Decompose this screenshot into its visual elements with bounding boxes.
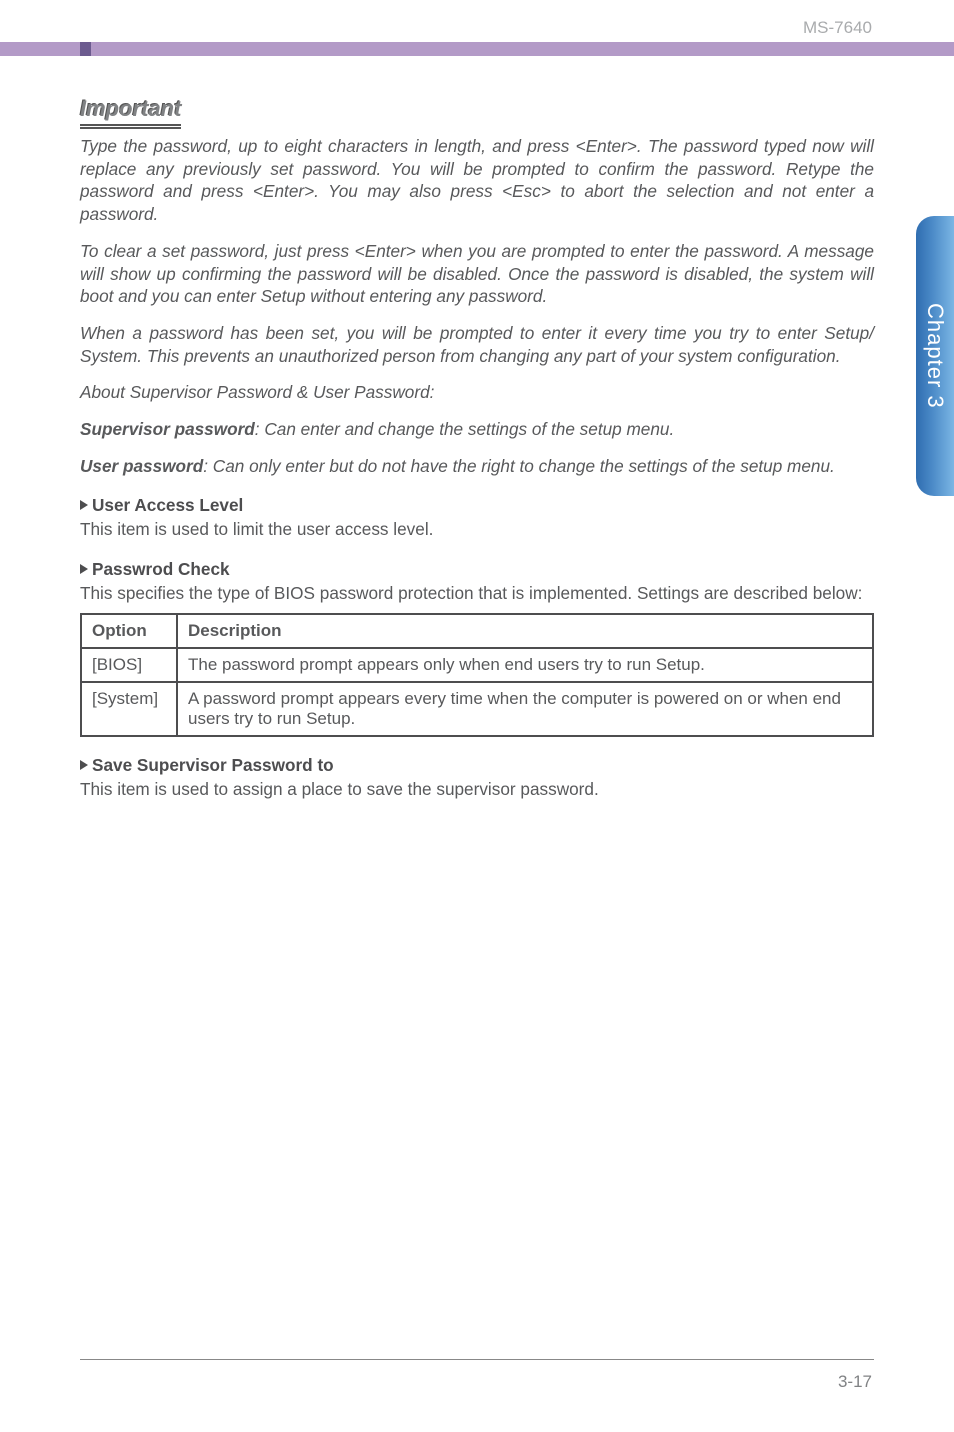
table-row: [BIOS] The password prompt appears only … bbox=[81, 648, 873, 682]
password-check-body: This specifies the type of BIOS password… bbox=[80, 582, 874, 605]
important-heading: Important bbox=[80, 96, 181, 129]
table-row: [System] A password prompt appears every… bbox=[81, 682, 873, 736]
user-password-label: User password bbox=[80, 456, 203, 476]
important-paragraph-2: To clear a set password, just press <Ent… bbox=[80, 240, 874, 308]
table-cell-option-system: [System] bbox=[81, 682, 177, 736]
page-content: Important Type the password, up to eight… bbox=[80, 96, 874, 809]
triangle-bullet-icon bbox=[80, 760, 88, 770]
password-check-options-table: Option Description [BIOS] The password p… bbox=[80, 613, 874, 737]
footer-rule bbox=[80, 1359, 874, 1360]
header-model-number: MS-7640 bbox=[803, 18, 872, 38]
page-number: 3-17 bbox=[838, 1372, 872, 1392]
supervisor-password-desc: : Can enter and change the settings of t… bbox=[255, 419, 674, 439]
chapter-side-tab: Chapter 3 bbox=[916, 216, 954, 496]
save-supervisor-password-body: This item is used to assign a place to s… bbox=[80, 778, 874, 801]
header-accent-bar bbox=[0, 42, 954, 56]
user-password-desc: : Can only enter but do not have the rig… bbox=[203, 456, 835, 476]
table-header-description: Description bbox=[177, 614, 873, 648]
user-access-level-heading: User Access Level bbox=[80, 495, 874, 516]
triangle-bullet-icon bbox=[80, 500, 88, 510]
user-password-line: User password: Can only enter but do not… bbox=[80, 455, 874, 478]
important-paragraph-4: About Supervisor Password & User Passwor… bbox=[80, 381, 874, 404]
save-supervisor-password-title: Save Supervisor Password to bbox=[92, 755, 334, 775]
table-header-row: Option Description bbox=[81, 614, 873, 648]
password-check-title: Passwrod Check bbox=[92, 559, 230, 579]
supervisor-password-label: Supervisor password bbox=[80, 419, 255, 439]
table-header-option: Option bbox=[81, 614, 177, 648]
table-cell-desc-system: A password prompt appears every time whe… bbox=[177, 682, 873, 736]
user-access-level-body: This item is used to limit the user acce… bbox=[80, 518, 874, 541]
chapter-side-tab-label: Chapter 3 bbox=[922, 303, 948, 409]
header-accent-notch bbox=[80, 42, 91, 56]
password-check-heading: Passwrod Check bbox=[80, 559, 874, 580]
table-cell-desc-bios: The password prompt appears only when en… bbox=[177, 648, 873, 682]
important-paragraph-3: When a password has been set, you will b… bbox=[80, 322, 874, 367]
table-cell-option-bios: [BIOS] bbox=[81, 648, 177, 682]
supervisor-password-line: Supervisor password: Can enter and chang… bbox=[80, 418, 874, 441]
save-supervisor-password-heading: Save Supervisor Password to bbox=[80, 755, 874, 776]
user-access-level-title: User Access Level bbox=[92, 495, 243, 515]
triangle-bullet-icon bbox=[80, 564, 88, 574]
important-paragraph-1: Type the password, up to eight character… bbox=[80, 135, 874, 226]
